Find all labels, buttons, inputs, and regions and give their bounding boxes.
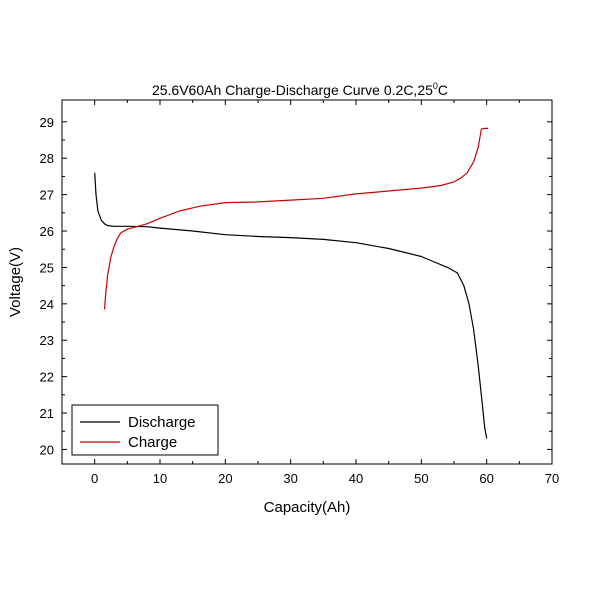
legend-box: [71, 404, 219, 456]
y-tick-label: 26: [40, 224, 54, 239]
y-axis-label: Voltage(V): [7, 247, 24, 317]
series-line-charge: [103, 127, 488, 310]
y-tick-label: 28: [40, 151, 54, 166]
y-tick-label: 29: [40, 115, 54, 130]
y-tick-label: 25: [40, 260, 54, 275]
x-tick-label: 30: [283, 471, 297, 486]
x-tick-label: 20: [218, 471, 232, 486]
series-layer: [94, 127, 488, 439]
y-tick-label: 22: [40, 370, 54, 385]
legend: Discharge Charge: [71, 404, 219, 456]
y-tick-label: 21: [40, 406, 54, 421]
y-tick-label: 24: [40, 297, 54, 312]
y-tick-label: 23: [40, 333, 54, 348]
legend-label-discharge: Discharge: [128, 414, 196, 431]
x-tick-label: 70: [545, 471, 559, 486]
x-axis-label: Capacity(Ah): [264, 499, 351, 516]
chart-title-suffix: C: [438, 82, 448, 98]
y-tick-label: 27: [40, 188, 54, 203]
y-tick-label: 20: [40, 442, 54, 457]
x-tick-label: 50: [414, 471, 428, 486]
chart-title-superscript: 0: [433, 81, 438, 91]
x-tick-label: 0: [91, 471, 98, 486]
axes: 0 10 20 30 40 50 60 70 20 21 22 23 24 25 26 27 28 29: [40, 100, 559, 486]
x-tick-label: 60: [479, 471, 493, 486]
x-tick-label: 10: [153, 471, 167, 486]
plot-frame: [61, 99, 553, 465]
legend-label-charge: Charge: [128, 434, 177, 451]
x-tick-label: 40: [349, 471, 363, 486]
chart-title: 25.6V60Ah Charge-Discharge Curve 0.2C,25…: [152, 81, 448, 98]
series-line-discharge: [94, 172, 488, 439]
